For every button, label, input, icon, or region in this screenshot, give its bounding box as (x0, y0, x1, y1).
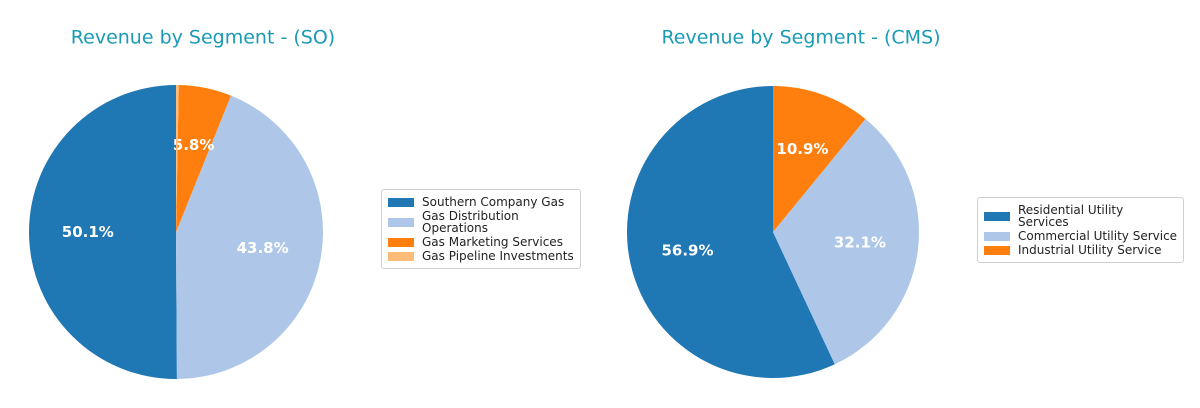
pie-slice (28, 85, 177, 380)
legend-label: Residential Utility Services (1018, 203, 1124, 229)
pie-slice (176, 95, 323, 379)
data-label: 32.1% (834, 233, 886, 251)
legend-entry: Southern Company Gas (388, 196, 574, 208)
chart-title: Revenue by Segment - (SO) (71, 27, 335, 49)
pie-slice (773, 86, 866, 232)
legend-swatch (388, 217, 414, 227)
legend-entry: Industrial Utility Service (984, 244, 1177, 256)
legend-label: Gas Distribution Operations (422, 209, 519, 235)
data-label: 10.9% (776, 140, 828, 158)
legend-label: Gas Pipeline Investments (422, 249, 574, 263)
legend-label: Commercial Utility Service (1018, 229, 1178, 243)
legend: Southern Company Gas Gas Distribution Ope… (381, 189, 581, 269)
pie-slice (176, 85, 231, 232)
legend-swatch (984, 211, 1010, 221)
legend-label: Industrial Utility Service (1018, 243, 1162, 257)
legend-swatch (984, 245, 1010, 255)
legend-entry: Gas Distribution Operations (388, 210, 574, 234)
legend-entry: Gas Marketing Services (388, 236, 574, 248)
pie-slice (773, 118, 919, 365)
chart-title: Revenue by Segment - (CMS) (661, 27, 940, 49)
legend-swatch (388, 197, 414, 207)
legend-swatch (388, 251, 414, 261)
legend-label: Gas Marketing Services (422, 235, 563, 249)
data-label: 50.1% (62, 223, 114, 241)
legend-swatch (984, 231, 1010, 241)
legend: Residential Utility Services Commercial U… (977, 197, 1185, 263)
legend-swatch (388, 237, 414, 247)
data-label: 5.8% (173, 136, 215, 154)
legend-label: Southern Company Gas (422, 195, 565, 209)
data-label: 56.9% (661, 241, 713, 259)
legend-entry: Residential Utility Services (984, 204, 1177, 228)
pie-slice (176, 85, 179, 232)
legend-entry: Commercial Utility Service (984, 230, 1177, 242)
legend-entry: Gas Pipeline Investments (388, 250, 574, 262)
data-label: 43.8% (237, 239, 289, 257)
pie-slice (627, 86, 835, 379)
